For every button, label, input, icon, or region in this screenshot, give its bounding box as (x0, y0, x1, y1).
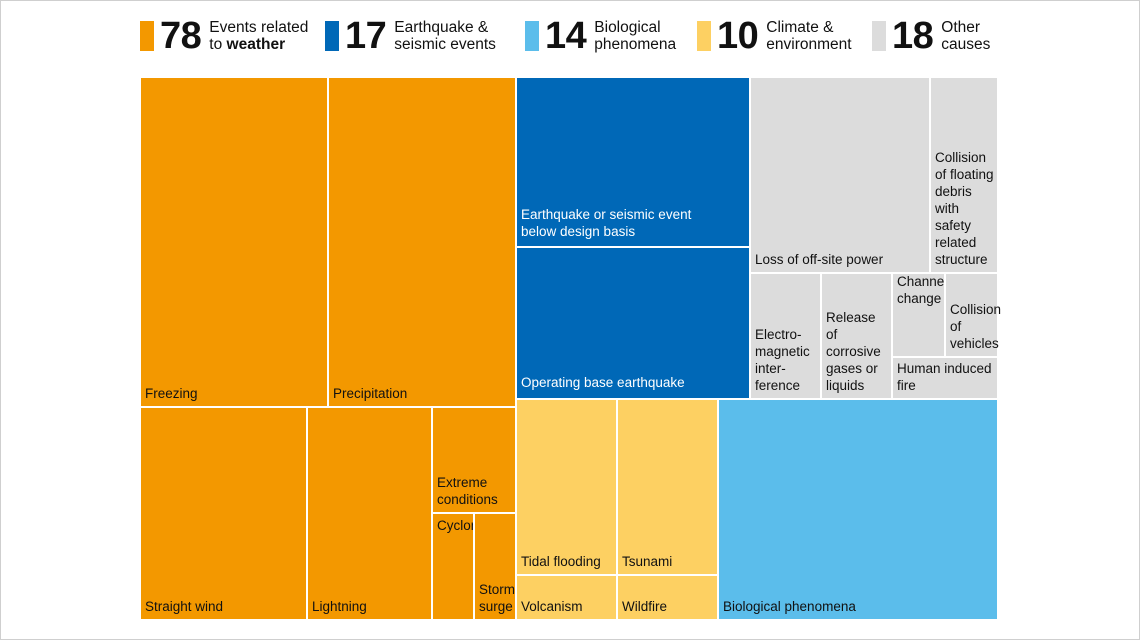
treemap-cell-em-interference: Electro-magnetic inter-ference (749, 272, 822, 400)
treemap-rect-extreme-conditions (431, 406, 517, 514)
treemap-rect-freezing (139, 76, 329, 408)
legend-label: Climate & environment (766, 19, 852, 53)
treemap-cell-vehicle-collision: Collision of vehicles (944, 272, 1001, 358)
legend-item-bio: 14 Biological phenomena (525, 14, 676, 58)
legend-total: 18 (892, 15, 934, 57)
treemap-rect-offsite-power (749, 76, 931, 274)
legend-item-seismic: 17 Earthquake & seismic events (325, 14, 496, 58)
treemap-label-straight-wind: Straight wind (145, 599, 223, 614)
legend-label: Events related to weather (209, 19, 309, 53)
legend-total: 14 (545, 15, 587, 57)
treemap-label-wildfire: Wildfire (622, 599, 667, 614)
treemap-cell-precipitation: Precipitation (327, 76, 517, 408)
treemap-cell-offsite-power: Loss of off-site power (749, 76, 931, 274)
treemap-cell-eq-below-design: Earthquake or seismic event below design … (515, 76, 751, 248)
treemap-label-extreme-conditions: Extreme conditions (437, 475, 498, 507)
treemap-cell-wildfire: Wildfire (616, 574, 719, 621)
treemap-cell-tidal-flooding: Tidal flooding (515, 398, 618, 576)
treemap-label-channel-change: Channel change (897, 274, 947, 306)
treemap-label-floating-debris: Collision of floating debris with safety rela… (934, 150, 994, 267)
treemap-label-em-interference: Electro-magnetic inter-ference (755, 327, 810, 393)
legend-swatch (325, 21, 339, 51)
treemap-cell-storm-surge: Storm surge (473, 512, 517, 621)
treemap-rect-precipitation (327, 76, 517, 408)
legend-label: Earthquake & seismic events (394, 19, 496, 53)
treemap-label-freezing: Freezing (145, 386, 198, 401)
legend-item-climate: 10 Climate & environment (697, 14, 852, 58)
legend-item-weather: 78 Events related to weather (140, 14, 308, 58)
legend-label: Biological phenomena (594, 19, 677, 53)
treemap-label-corrosive-gases: Release of corrosive gases or liquids (826, 310, 881, 393)
treemap-cell-tsunami: Tsunami (616, 398, 719, 576)
treemap-rect-vehicle-collision (944, 272, 999, 358)
treemap-cell-volcanism: Volcanism (515, 574, 618, 621)
legend-swatch (697, 21, 711, 51)
treemap-cell-straight-wind: Straight wind (139, 406, 308, 621)
treemap-cell-human-fire: Human induced fire (891, 356, 999, 400)
treemap-rect-volcanism (515, 574, 618, 621)
treemap-cell-corrosive-gases: Release of corrosive gases or liquids (820, 272, 893, 400)
treemap-cell-channel-change: Channel change (891, 272, 947, 358)
treemap-label-eq-below-design: Earthquake or seismic event below design … (521, 207, 692, 239)
legend-swatch (525, 21, 539, 51)
legend-total: 10 (717, 15, 759, 57)
legend-item-other: 18 Other causes (872, 14, 990, 58)
treemap-cell-biological: Biological phenomena (717, 398, 999, 621)
treemap-rect-operating-base-eq (515, 246, 751, 400)
treemap-rect-tsunami (616, 398, 719, 576)
treemap-label-human-fire: Human induced fire (897, 361, 992, 393)
treemap-rect-straight-wind (139, 406, 308, 621)
treemap-label-lightning: Lightning (312, 599, 367, 614)
treemap-label-storm-surge: Storm surge (479, 582, 515, 614)
treemap-cell-lightning: Lightning (306, 406, 433, 621)
treemap-rect-lightning (306, 406, 433, 621)
legend-total: 78 (160, 15, 202, 57)
treemap-label-tidal-flooding: Tidal flooding (521, 554, 601, 569)
legend-total: 17 (345, 15, 387, 57)
legend-label: Other causes (941, 19, 991, 53)
treemap-rect-biological (717, 398, 999, 621)
treemap-rect-eq-below-design (515, 76, 751, 248)
treemap-rect-floating-debris (929, 76, 999, 274)
treemap-label-precipitation: Precipitation (333, 386, 407, 401)
treemap-rect-tidal-flooding (515, 398, 618, 576)
treemap-cell-extreme-conditions: Extreme conditions (431, 406, 517, 514)
treemap-label-operating-base-eq: Operating base earthquake (521, 375, 685, 390)
treemap-label-vehicle-collision: Collision of vehicles (950, 302, 1001, 351)
treemap-rect-corrosive-gases (820, 272, 893, 400)
treemap-cell-cyclone: Cyclone (431, 512, 486, 621)
treemap-cell-freezing: Freezing (139, 76, 329, 408)
treemap-label-volcanism: Volcanism (521, 599, 583, 614)
treemap-label-offsite-power: Loss of off-site power (755, 252, 884, 267)
treemap-cell-operating-base-eq: Operating base earthquake (515, 246, 751, 400)
treemap-rect-human-fire (891, 356, 999, 400)
treemap-label-biological: Biological phenomena (723, 599, 856, 614)
legend-swatch (872, 21, 886, 51)
treemap-label-tsunami: Tsunami (622, 554, 672, 569)
legend-swatch (140, 21, 154, 51)
treemap-cell-floating-debris: Collision of floating debris with safety rela… (929, 76, 999, 274)
treemap-rect-cyclone (431, 512, 475, 621)
